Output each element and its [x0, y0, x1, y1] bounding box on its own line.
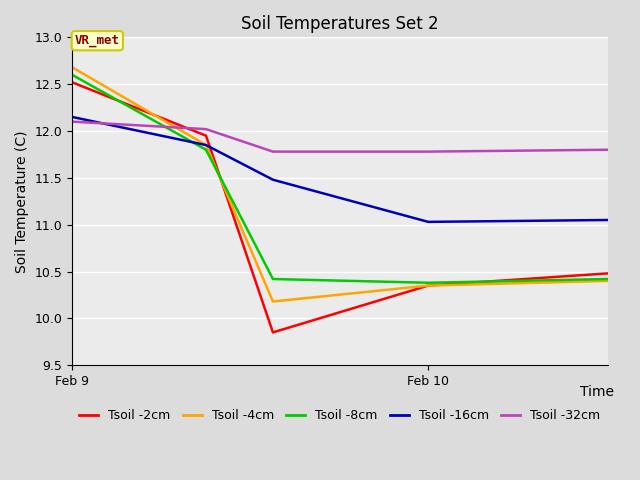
Line: Tsoil -32cm: Tsoil -32cm	[72, 121, 607, 152]
Tsoil -16cm	[68, 114, 76, 120]
Tsoil -4cm	[424, 283, 432, 288]
Tsoil -32cm	[604, 147, 611, 153]
X-axis label: Time: Time	[580, 385, 614, 399]
Tsoil -8cm	[604, 276, 611, 282]
Tsoil -2cm	[424, 283, 432, 288]
Line: Tsoil -8cm: Tsoil -8cm	[72, 75, 607, 283]
Legend: Tsoil -2cm, Tsoil -4cm, Tsoil -8cm, Tsoil -16cm, Tsoil -32cm: Tsoil -2cm, Tsoil -4cm, Tsoil -8cm, Tsoi…	[74, 404, 605, 427]
Tsoil -16cm	[604, 217, 611, 223]
Tsoil -2cm	[68, 79, 76, 85]
Tsoil -2cm	[202, 133, 210, 139]
Title: Soil Temperatures Set 2: Soil Temperatures Set 2	[241, 15, 438, 33]
Y-axis label: Soil Temperature (C): Soil Temperature (C)	[15, 130, 29, 273]
Tsoil -8cm	[269, 276, 276, 282]
Tsoil -8cm	[424, 280, 432, 286]
Tsoil -4cm	[604, 278, 611, 284]
Tsoil -16cm	[269, 177, 276, 182]
Tsoil -32cm	[68, 119, 76, 124]
Tsoil -8cm	[68, 72, 76, 78]
Line: Tsoil -4cm: Tsoil -4cm	[72, 67, 607, 301]
Tsoil -4cm	[202, 142, 210, 148]
Tsoil -2cm	[269, 330, 276, 336]
Tsoil -8cm	[202, 147, 210, 153]
Tsoil -4cm	[68, 64, 76, 70]
Tsoil -16cm	[202, 142, 210, 148]
Text: VR_met: VR_met	[75, 34, 120, 47]
Tsoil -32cm	[269, 149, 276, 155]
Tsoil -32cm	[424, 149, 432, 155]
Tsoil -16cm	[424, 219, 432, 225]
Tsoil -4cm	[269, 299, 276, 304]
Tsoil -2cm	[604, 271, 611, 276]
Line: Tsoil -16cm: Tsoil -16cm	[72, 117, 607, 222]
Tsoil -32cm	[202, 126, 210, 132]
Line: Tsoil -2cm: Tsoil -2cm	[72, 82, 607, 333]
